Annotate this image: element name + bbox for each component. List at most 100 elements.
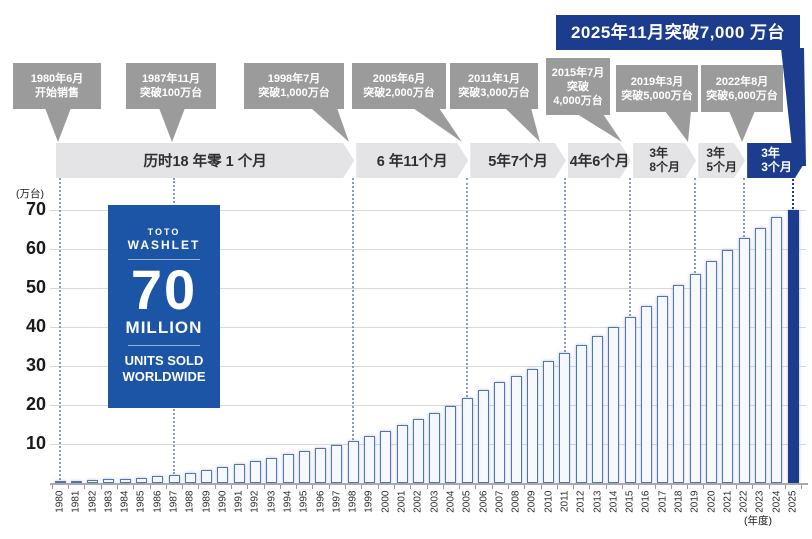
x-tick-label-2025: 2025	[787, 490, 799, 513]
callout-2015: 2015年7月 突破 4,000万台	[546, 58, 610, 115]
callout-line: 突破5,000万台	[621, 89, 693, 102]
timeline-segment-1: 历时18 年零 1 个月	[56, 143, 354, 178]
bar-1980	[54, 481, 66, 484]
callout-1998: 1998年7月 突破1,000万台	[244, 63, 344, 109]
timeline-segment-label: 5年7个月	[488, 150, 548, 171]
axis-tick	[377, 485, 379, 489]
axis-tick	[589, 485, 591, 489]
duration-text: 3年	[706, 146, 726, 160]
bar-1982	[87, 480, 99, 483]
x-tick-label-2015: 2015	[624, 490, 636, 513]
bar-2022	[738, 238, 750, 483]
callout-line: 2011年1月	[468, 73, 520, 85]
timeline-segment-label: 3年 8个月	[649, 147, 680, 174]
x-tick-label-1992: 1992	[249, 490, 261, 513]
timeline-segment-3: 5年7个月	[470, 143, 566, 178]
duration-text: 3年	[761, 146, 780, 160]
x-tick-label-2010: 2010	[543, 490, 555, 513]
x-tick-label-2014: 2014	[608, 490, 620, 513]
bar-1992	[249, 461, 261, 483]
bar-1997	[331, 444, 343, 483]
axis-tick	[426, 485, 428, 489]
x-tick-label-2019: 2019	[689, 490, 701, 513]
million-label: MILLION	[125, 318, 203, 337]
timeline-segment-5: 3年 8个月	[633, 143, 696, 178]
timeline-segment-label: 4年6个月	[570, 150, 630, 171]
bar-2011	[559, 352, 571, 483]
x-tick-label-2003: 2003	[429, 490, 441, 513]
y-axis-unit-label: (万台)	[16, 188, 44, 200]
x-tick-label-2002: 2002	[412, 490, 424, 513]
bar-2019	[689, 273, 701, 483]
bar-2016	[640, 306, 652, 483]
axis-tick	[393, 485, 395, 489]
milestone-dotted-line-2019	[694, 178, 697, 273]
bar-2010	[543, 361, 555, 483]
callout-line: 突破2,000万台	[363, 87, 435, 99]
logo-divider-top	[128, 259, 200, 260]
gridline-50	[50, 288, 806, 289]
x-tick-label-2020: 2020	[706, 490, 718, 513]
timeline-segment-7: 3年 3个月	[747, 143, 806, 178]
axis-tick	[133, 485, 135, 489]
axis-tick	[768, 485, 770, 489]
y-tick-label-60: 60	[25, 238, 46, 258]
axis-tick	[573, 485, 575, 489]
bar-2000	[380, 431, 392, 483]
callout-line: 开始销售	[35, 87, 79, 99]
logo-divider-bottom	[128, 345, 200, 346]
bar-2006	[478, 389, 489, 483]
callout-tail-1980	[45, 108, 71, 142]
bar-2001	[396, 425, 408, 483]
x-tick-label-1993: 1993	[266, 490, 278, 513]
callout-line: 1998年7月	[267, 73, 321, 85]
x-tick-label-1995: 1995	[298, 490, 310, 513]
callout-tail-2005	[413, 108, 462, 142]
units-sold-label: UNITS SOLD	[124, 353, 204, 368]
milestone-dotted-line-2011	[563, 178, 566, 352]
timeline-segment-label: 3年 5个月	[706, 147, 737, 174]
callout-tail-1998	[311, 108, 349, 142]
duration-text: 3个月	[761, 159, 792, 174]
axis-tick	[214, 485, 216, 489]
axis-tick	[100, 485, 102, 489]
timeline-segment-6: 3年 5个月	[698, 143, 745, 178]
axis-tick	[361, 485, 363, 489]
x-tick-label-1987: 1987	[168, 490, 180, 513]
duration-text: 5年7个月	[488, 154, 548, 170]
milestone-dotted-line-2022	[743, 178, 746, 238]
timeline-segment-2: 6 年11个月	[356, 143, 468, 178]
callout-line: 2019年3月	[630, 75, 684, 88]
bar-2017	[657, 296, 669, 483]
x-tick-label-2007: 2007	[494, 490, 506, 513]
axis-tick	[84, 485, 86, 489]
duration-text: 3年	[649, 146, 669, 160]
axis-tick	[263, 485, 265, 489]
axis-tick	[524, 485, 526, 489]
axis-tick	[507, 485, 509, 489]
washlet-wordmark: WASHLET	[127, 238, 201, 252]
axis-tick	[735, 485, 737, 489]
callout-1980: 1980年6月 开始销售	[13, 63, 101, 109]
axis-tick	[198, 485, 200, 489]
x-axis-unit-label: (年度)	[744, 515, 772, 527]
x-tick-label-1985: 1985	[135, 490, 147, 513]
x-tick-label-2000: 2000	[380, 490, 392, 513]
bar-2025	[787, 210, 799, 483]
x-tick-label-2011: 2011	[559, 490, 571, 513]
callout-1987: 1987年11月 突破100万台	[126, 63, 216, 109]
axis-tick	[247, 485, 249, 489]
x-tick-label-2008: 2008	[510, 490, 522, 513]
y-tick-label-50: 50	[25, 277, 46, 297]
axis-tick	[345, 485, 347, 489]
bar-2023	[754, 227, 766, 483]
gridline-40	[50, 327, 806, 328]
axis-tick	[149, 485, 151, 489]
x-tick-label-2001: 2001	[396, 490, 408, 513]
bar-2020	[706, 261, 718, 483]
bar-1988	[184, 472, 196, 483]
axis-tick	[279, 485, 281, 489]
gridline-10	[50, 444, 806, 445]
milestone-dotted-line-2005	[466, 178, 469, 398]
